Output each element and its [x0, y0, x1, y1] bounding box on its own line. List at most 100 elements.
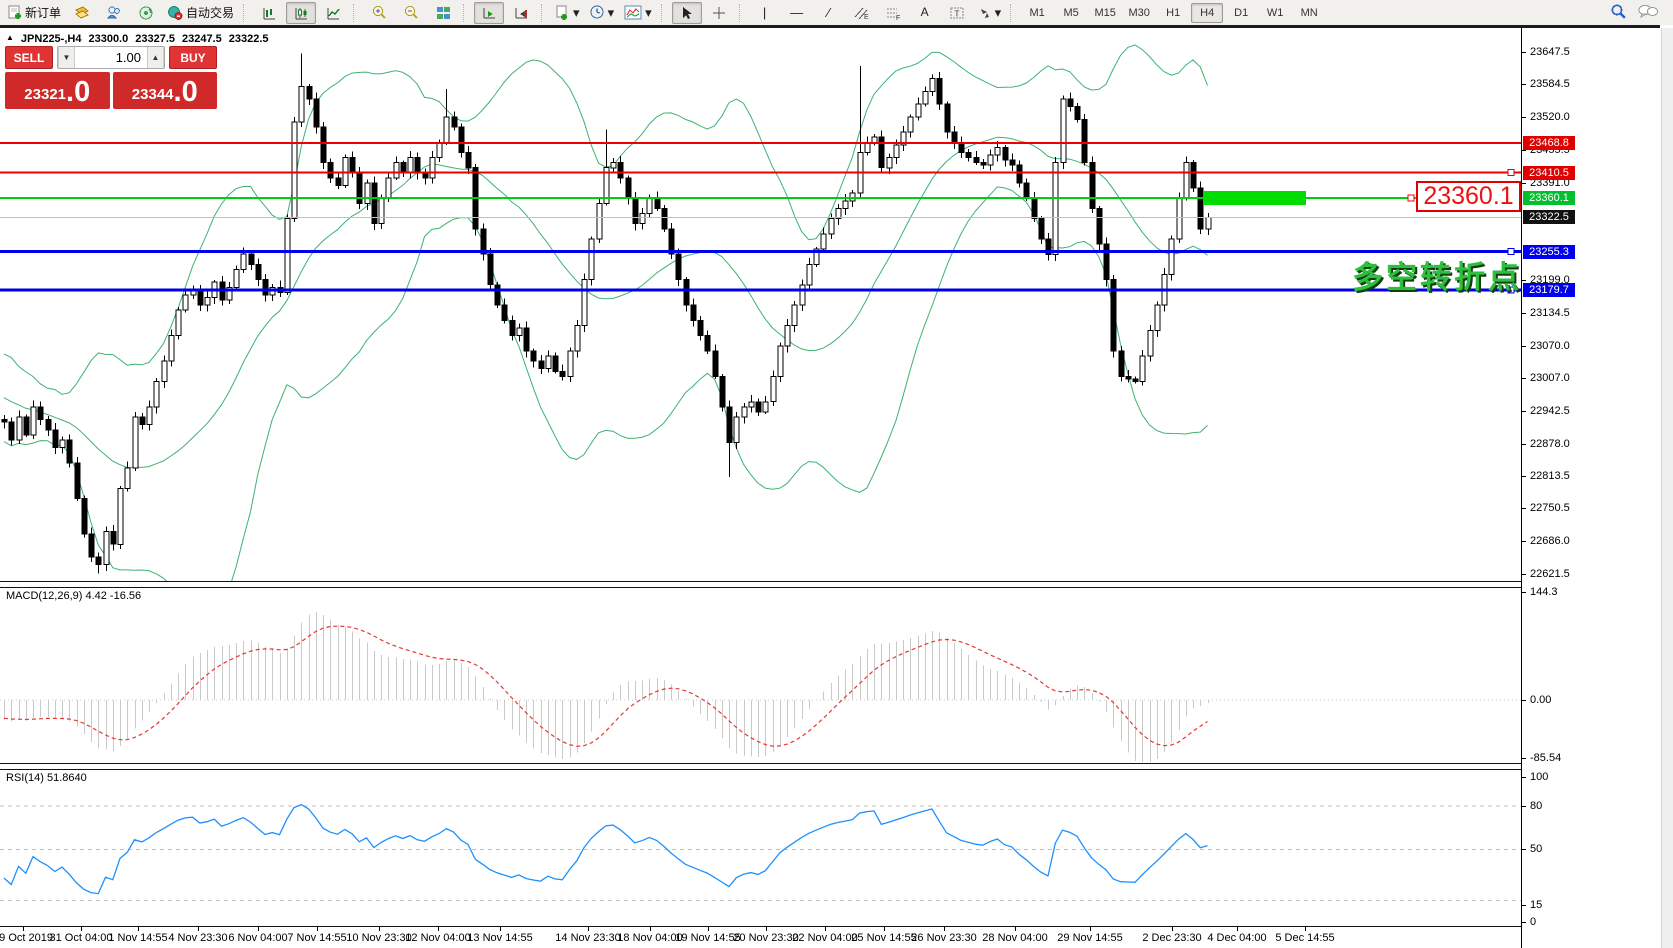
axis-tick — [1522, 806, 1526, 807]
main-chart-canvas[interactable] — [0, 28, 1521, 581]
search-icon[interactable] — [1610, 3, 1627, 23]
price-tag-annotation[interactable]: 23360.1 — [1416, 181, 1521, 212]
price-axis-label: 23007.0 — [1530, 371, 1570, 384]
axis-tick — [1522, 313, 1526, 314]
cursor-tool-button[interactable] — [671, 1, 702, 24]
turning-point-annotation[interactable]: 多空转折点 — [1352, 260, 1522, 295]
profiles-button[interactable] — [99, 2, 129, 24]
time-axis-label: 25 Nov 14:55 — [851, 932, 917, 944]
vertical-line-tool-button[interactable]: | — [762, 5, 767, 20]
volume-input[interactable] — [75, 47, 147, 68]
timeframe-button-D1[interactable]: D1 — [1234, 6, 1249, 19]
indicators-button[interactable]: ▾ — [620, 2, 656, 24]
autotrading-button[interactable]: 自动交易 — [163, 2, 238, 24]
axis-tick — [1522, 905, 1526, 906]
axis-tick — [1522, 592, 1526, 593]
line-handle[interactable] — [1407, 194, 1415, 202]
time-axis-label: 29 Nov 14:55 — [1057, 932, 1123, 944]
toolbar-separator — [243, 3, 249, 22]
tile-windows-button[interactable] — [428, 2, 458, 24]
fibonacci-tool-button[interactable]: F — [878, 2, 908, 24]
price-axis[interactable]: 23647.523584.523520.023455.523391.023199… — [1521, 28, 1661, 948]
price-axis-label: 22878.0 — [1530, 437, 1570, 450]
timeframe-button-M5[interactable]: M5 — [1063, 6, 1079, 19]
timeframe-button-H4[interactable]: H4 — [1191, 2, 1224, 23]
trendline-tool-button[interactable]: ∕ — [827, 5, 830, 20]
highlight-rect-annotation[interactable] — [1203, 191, 1306, 206]
timeframe-button-W1[interactable]: W1 — [1266, 6, 1284, 19]
price-axis-label: 22686.0 — [1530, 535, 1570, 548]
time-axis-label: 29 Oct 2019 — [0, 932, 53, 944]
timeframe-button-M1[interactable]: M1 — [1029, 6, 1045, 19]
period-button[interactable]: ▾ — [586, 2, 619, 24]
text-tool-button[interactable]: A — [920, 5, 929, 19]
volume-increase-button[interactable]: ▲ — [147, 47, 164, 68]
macd-signal-line — [3, 625, 1208, 747]
sell-button[interactable]: SELL — [5, 46, 53, 69]
bar-chart-mode-button[interactable] — [254, 2, 284, 24]
chat-icon[interactable] — [1637, 3, 1659, 23]
time-axis-label: 20 Nov 23:30 — [733, 932, 799, 944]
new-chart-button[interactable] — [67, 2, 97, 24]
equidistant-channel-tool-button[interactable]: E — [846, 2, 876, 24]
line-handle[interactable] — [1507, 286, 1515, 294]
pane-divider[interactable] — [0, 581, 1660, 588]
axis-tick — [81, 927, 82, 931]
axis-tick — [1522, 52, 1526, 53]
new-order-button[interactable]: 新订单 — [4, 2, 65, 24]
dropdown-arrow-icon: ▾ — [645, 5, 652, 20]
signals-button[interactable] — [131, 2, 161, 24]
pane-divider[interactable] — [0, 763, 1660, 770]
price-axis-label: 80 — [1530, 800, 1543, 812]
price-badge: 23360.1 — [1523, 191, 1575, 206]
ask-price-panel[interactable]: 23344.0 — [112, 72, 217, 109]
axis-tick — [1522, 280, 1526, 282]
line-handle[interactable] — [1507, 248, 1515, 255]
price-axis-label: 0 — [1530, 916, 1537, 928]
timeframe-button-M15[interactable]: M15 — [1094, 6, 1116, 19]
axis-tick — [766, 927, 767, 931]
price-axis-label: 144.3 — [1530, 586, 1558, 598]
timeframe-button-H1[interactable]: H1 — [1166, 6, 1181, 19]
axis-tick — [1522, 700, 1526, 701]
bid-price-panel[interactable]: 23321.0 — [5, 72, 110, 109]
axis-tick — [1522, 84, 1526, 86]
axis-tick — [1522, 182, 1526, 184]
volume-decrease-button[interactable]: ▼ — [58, 47, 75, 68]
zoom-out-button[interactable] — [396, 2, 426, 24]
price-axis-label: 22942.5 — [1530, 404, 1570, 417]
toolbar-right-group — [1610, 3, 1659, 23]
templates-button[interactable]: ▾ — [552, 2, 584, 24]
candlestick-mode-button[interactable] — [286, 1, 317, 24]
time-axis-label: 12 Nov 04:00 — [405, 932, 471, 944]
auto-scroll-button[interactable] — [474, 1, 505, 24]
toolbar-separator — [353, 3, 359, 22]
line-handle[interactable] — [1507, 169, 1515, 177]
axis-tick — [1090, 927, 1091, 931]
time-axis-label: 1 Nov 14:55 — [108, 932, 168, 944]
rsi-label: RSI(14) 51.8640 — [6, 772, 87, 784]
zoom-in-button[interactable] — [364, 2, 394, 24]
timeframe-button-MN[interactable]: MN — [1300, 6, 1318, 19]
time-axis-label: 2 Dec 23:30 — [1142, 932, 1202, 944]
buy-button[interactable]: BUY — [169, 46, 217, 69]
horizontal-lines[interactable] — [0, 141, 1521, 292]
chart-shift-button[interactable] — [506, 2, 536, 24]
axis-tick — [1522, 410, 1526, 412]
horizontal-line-tool-button[interactable]: — — [790, 5, 804, 20]
line-chart-mode-button[interactable] — [318, 2, 348, 24]
text-label-tool-button[interactable]: T — [942, 2, 972, 24]
rsi-pane-canvas — [0, 803, 1521, 901]
time-axis-label: 10 Nov 23:30 — [346, 932, 412, 944]
timeframe-button-M30[interactable]: M30 — [1128, 6, 1150, 19]
price-badge: 23322.5 — [1523, 210, 1575, 225]
crosshair-tool-button[interactable] — [704, 2, 734, 24]
arrows-tool-button[interactable]: ▾ — [974, 2, 1006, 24]
price-axis-label: 22621.5 — [1530, 568, 1570, 580]
axis-tick — [944, 927, 945, 931]
collapse-icon[interactable]: ▲ — [6, 33, 14, 42]
ohlc-high: 23327.5 — [135, 33, 175, 45]
macd-histogram — [4, 612, 1209, 762]
bid-price-pips: .0 — [66, 76, 91, 108]
